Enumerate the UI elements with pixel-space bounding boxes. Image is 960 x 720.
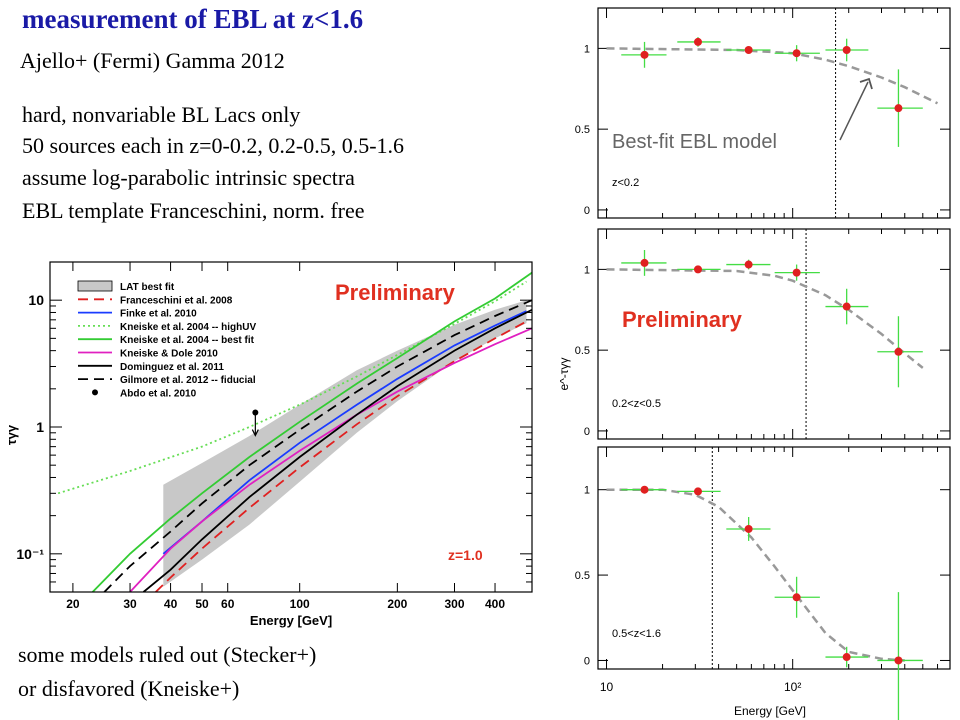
tau-ytick-label: 10 bbox=[28, 292, 44, 308]
bullet-2: 50 sources each in z=0-0.2, 0.2-0.5, 0.5… bbox=[22, 133, 405, 158]
panel-data-point bbox=[640, 485, 649, 494]
panel-frame bbox=[597, 7, 951, 219]
tau-xtick-label: 300 bbox=[444, 597, 464, 611]
legend-label-5: Dominguez et al. 2011 bbox=[120, 362, 224, 373]
panel-redshift-label: 0.5<z<1.6 bbox=[612, 628, 661, 640]
panel-xtick-label: 10 bbox=[600, 680, 614, 694]
tau-legend: LAT best fit Franceschini et al. 2008 Fink… bbox=[77, 280, 256, 399]
panel-ytick-label: 1 bbox=[584, 485, 590, 497]
panel-redshift-label: z<0.2 bbox=[612, 177, 639, 189]
tau-ylabel: τγγ bbox=[4, 424, 19, 445]
legend-label-2: Kneiske et al. 2004 -- highUV bbox=[120, 322, 256, 333]
tau-xtick-label: 400 bbox=[485, 597, 505, 611]
panel-xlabel: Energy [GeV] bbox=[734, 704, 806, 718]
best-fit-model-label: Best-fit EBL model bbox=[612, 131, 777, 153]
series-line-1 bbox=[162, 310, 527, 555]
abdo-arrowhead bbox=[251, 429, 259, 437]
panel-data-point bbox=[640, 258, 649, 267]
panel-redshift-label: 0.2<z<0.5 bbox=[612, 398, 661, 410]
best-fit-arrow-line bbox=[839, 81, 869, 141]
panel-model-curve bbox=[606, 268, 924, 369]
panel-data-point bbox=[792, 49, 801, 58]
tau-xtick-label: 200 bbox=[387, 597, 407, 611]
series-line-5 bbox=[142, 308, 532, 592]
preliminary-label: Preliminary bbox=[335, 280, 456, 305]
legend-label-6: Gilmore et al. 2012 -- fiducial bbox=[120, 375, 256, 386]
panel-ytick-label: 1 bbox=[584, 43, 590, 55]
panel-ytick-label: 0.5 bbox=[575, 570, 590, 582]
panel-model-curve bbox=[606, 47, 939, 105]
panel-data-point bbox=[744, 46, 753, 54]
slide-subtitle: Ajello+ (Fermi) Gamma 2012 bbox=[20, 48, 285, 73]
panel-data-point bbox=[792, 268, 801, 277]
panel-data-point bbox=[842, 653, 851, 662]
bullet-4: EBL template Franceschini, norm. free bbox=[22, 198, 365, 223]
panel-preliminary-label: Preliminary bbox=[622, 307, 743, 332]
best-fit-arrowhead bbox=[859, 77, 873, 90]
tau-ytick-label: 10⁻¹ bbox=[16, 546, 44, 562]
bullet-1: hard, nonvariable BL Lacs only bbox=[22, 102, 301, 127]
series-line-4 bbox=[129, 327, 532, 592]
panel-3: 0 0.5 1 10 10² Energy [GeV] 0.5<z<1.6 bbox=[575, 446, 951, 720]
panel-model-curve bbox=[606, 488, 905, 662]
tau-xtick-label: 40 bbox=[164, 597, 178, 611]
panel-data-point bbox=[640, 50, 649, 59]
panel-data-point bbox=[894, 347, 903, 356]
panel-ytick-label: 0.5 bbox=[575, 345, 590, 357]
series-line-3 bbox=[91, 271, 532, 592]
slide-title: measurement of EBL at z<1.6 bbox=[22, 4, 364, 34]
panel-1: 0 0.5 1 z<0.2 Best-fit EBL model bbox=[575, 7, 951, 219]
panel-ytick-label: 0 bbox=[584, 205, 590, 217]
tau-xtick-label: 50 bbox=[195, 597, 209, 611]
legend-label-0: Franceschini et al. 2008 bbox=[120, 295, 233, 306]
tau-plot-area bbox=[57, 271, 532, 592]
series-line-2 bbox=[57, 280, 527, 495]
tau-xtick-label: 100 bbox=[290, 597, 310, 611]
panel-ytick-label: 0.5 bbox=[575, 124, 590, 136]
legend-label-3: Kneiske et al. 2004 -- best fit bbox=[120, 335, 255, 346]
panel-ytick-label: 1 bbox=[584, 264, 590, 276]
panel-2: 0 0.5 1 e^-τγγ 0.2<z<0.5 Preliminary bbox=[560, 228, 951, 440]
panel-ytick-label: 0 bbox=[584, 655, 590, 667]
panel-ytick-label: 0 bbox=[584, 426, 590, 438]
legend-label-4: Kneiske & Dole 2010 bbox=[120, 349, 218, 360]
tau-xtick-label: 60 bbox=[221, 597, 235, 611]
tau-ytick-label: 1 bbox=[36, 419, 44, 435]
footer-line-2: or disfavored (Kneiske+) bbox=[18, 676, 240, 701]
legend-swatch-abdo bbox=[92, 389, 98, 396]
panel-data-point bbox=[744, 260, 753, 269]
tau-optical-depth-chart: 20 30 40 50 60 100 200 300 400 10⁻¹ 1 10 Energy [GeV… bbox=[4, 261, 533, 628]
legend-label-1: Finke et al. 2010 bbox=[120, 309, 197, 320]
panel-data-point bbox=[792, 593, 801, 602]
tau-xlabel: Energy [GeV] bbox=[250, 613, 332, 628]
footer-line-1: some models ruled out (Stecker+) bbox=[18, 642, 317, 667]
panel-data-point bbox=[894, 656, 903, 665]
redshift-label: z=1.0 bbox=[448, 547, 483, 563]
tau-xtick-label: 30 bbox=[123, 597, 137, 611]
panel-xtick-label: 10² bbox=[784, 680, 801, 694]
panel-data-point bbox=[693, 265, 702, 274]
panel-data-point bbox=[842, 46, 851, 54]
series-line-6 bbox=[103, 299, 532, 592]
legend-label-band: LAT best fit bbox=[120, 282, 175, 293]
tau-xtick-label: 20 bbox=[66, 597, 80, 611]
panel-data-point bbox=[693, 37, 702, 46]
panel-data-point bbox=[744, 524, 753, 533]
panel-data-point bbox=[894, 104, 903, 113]
series-line-0 bbox=[155, 320, 527, 592]
panel-ylabel: e^-τγγ bbox=[560, 357, 571, 390]
panel-data-point bbox=[842, 302, 851, 311]
bullet-3: assume log-parabolic intrinsic spectra bbox=[22, 165, 355, 190]
panel-frame bbox=[597, 228, 951, 440]
legend-label-abdo: Abdo et al. 2010 bbox=[120, 388, 197, 399]
panel-frame bbox=[597, 446, 951, 670]
panel-data-point bbox=[693, 487, 702, 496]
legend-swatch-band bbox=[77, 280, 113, 292]
